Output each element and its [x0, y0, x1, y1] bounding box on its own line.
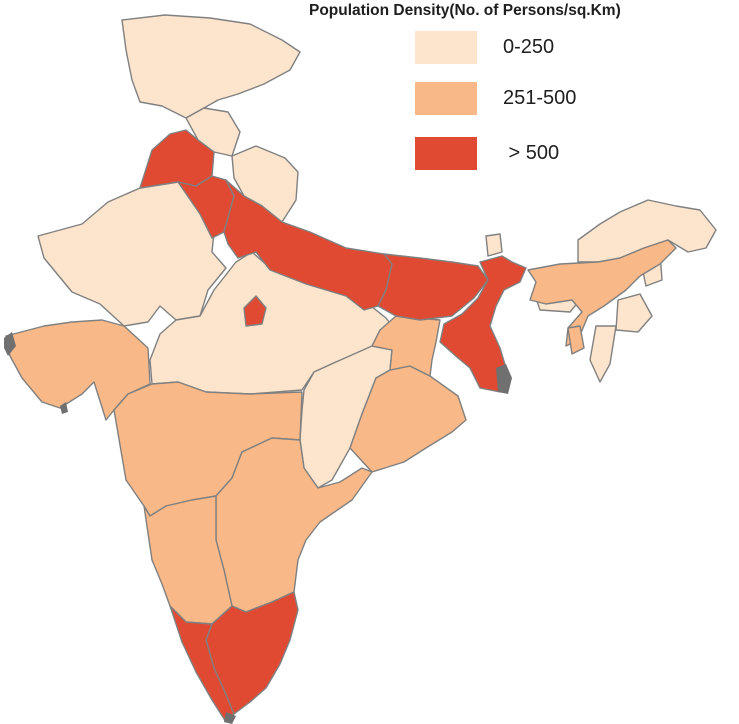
- state-assam: [527, 239, 677, 347]
- state-jammu-kashmir: [121, 14, 301, 119]
- legend-title: Population Density(No. of Persons/sq.Km): [309, 2, 621, 19]
- state-jharkhand: [371, 315, 441, 377]
- state-andhra-pradesh: [215, 437, 373, 613]
- state-mizoram: [589, 325, 617, 383]
- legend-label-low: 0-250: [503, 36, 555, 58]
- coastline-shading: [4, 332, 512, 724]
- state-uttar-pradesh: [223, 179, 393, 311]
- legend-swatch-low: [415, 31, 477, 64]
- legend-item-low: 0-250: [415, 31, 715, 67]
- density-class-medium: [5, 239, 677, 625]
- state-karnataka: [143, 495, 233, 625]
- legend-swatch-medium: [415, 82, 477, 115]
- state-uttarakhand: [231, 145, 299, 223]
- state-kerala: [169, 605, 235, 723]
- state-bihar: [377, 253, 489, 321]
- legend-label-medium: 251-500: [503, 87, 577, 109]
- legend-item-medium: 251-500: [415, 82, 715, 118]
- legend-label-high: > 500: [503, 142, 560, 164]
- legend-swatch-high: [415, 137, 477, 170]
- region-delhi-ncr: [243, 295, 267, 327]
- state-tripura: [567, 325, 585, 355]
- density-class-high: [139, 129, 527, 723]
- state-sikkim: [485, 233, 503, 257]
- legend-item-high: > 500: [415, 137, 715, 173]
- state-manipur: [615, 293, 653, 333]
